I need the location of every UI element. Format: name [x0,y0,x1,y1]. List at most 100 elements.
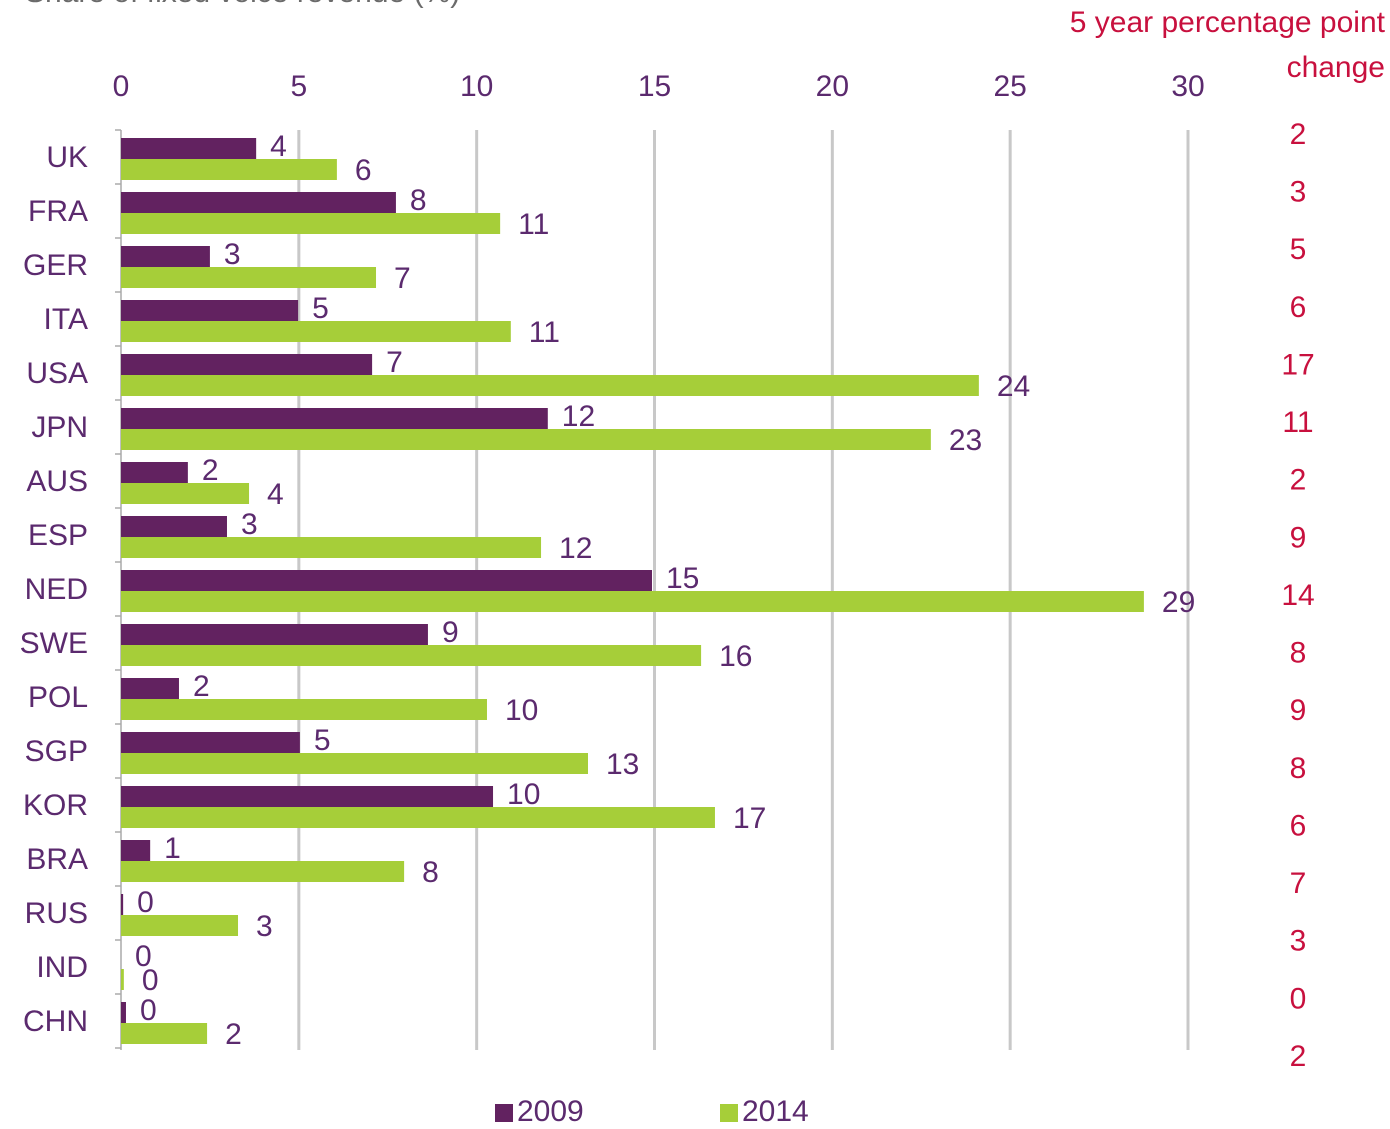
x-tick-label: 30 [1171,70,1204,103]
data-label: 2 [202,454,219,487]
bar [121,483,250,504]
bar [121,807,715,828]
bar [121,678,179,699]
change-value: 9 [1290,694,1307,727]
change-value: 8 [1290,637,1307,670]
data-label: 12 [562,400,595,433]
change-value: 6 [1290,809,1307,842]
data-label: 10 [507,778,540,811]
data-label: 10 [505,694,538,727]
change-value: 8 [1290,752,1307,785]
y-tick-label: RUS [25,897,88,930]
data-label: 3 [256,910,273,943]
data-label: 0 [140,994,157,1027]
data-label: 0 [137,886,154,919]
change-title: change [1287,51,1385,84]
bar [121,408,548,429]
change-value: 14 [1281,579,1314,612]
data-label: 4 [267,478,284,511]
y-tick-label: ESP [28,519,88,552]
change-value: 6 [1290,291,1307,324]
data-label: 1 [164,832,181,865]
data-label: 15 [666,562,699,595]
y-tick-label: GER [23,249,88,282]
bar [121,699,487,720]
change-value: 17 [1281,348,1314,381]
legend-label: 2014 [742,1095,809,1128]
change-value: 3 [1290,176,1307,209]
data-label: 11 [518,208,549,241]
y-tick-label: KOR [23,789,88,822]
bar [121,300,299,321]
data-label: 3 [224,238,241,271]
bar [121,246,210,267]
data-label: 2 [193,670,210,703]
bar [121,732,300,753]
bar [121,840,151,861]
bar [121,894,124,915]
legend-swatch [495,1104,513,1122]
change-value: 7 [1290,867,1307,900]
data-label: 4 [270,130,287,163]
data-label: 12 [559,532,592,565]
data-label: 8 [410,184,427,217]
y-tick-label: NED [25,573,88,606]
data-label: 6 [355,154,372,187]
legend-label: 2009 [517,1095,584,1128]
data-label: 13 [606,748,639,781]
bar [121,516,227,537]
change-value: 3 [1290,925,1307,958]
data-label: 7 [386,346,403,379]
y-tick-label: SWE [20,627,88,660]
data-label: 9 [442,616,459,649]
y-tick-label: FRA [28,195,88,228]
change-value: 0 [1290,982,1307,1015]
y-tick-label: JPN [31,411,88,444]
data-label: 11 [529,316,560,349]
x-tick-label: 20 [816,70,849,103]
data-label: 16 [719,640,752,673]
y-tick-label: SGP [25,735,88,768]
change-value: 2 [1290,118,1307,151]
x-tick-label: 0 [113,70,130,103]
x-tick-label: 10 [460,70,493,103]
data-label: 24 [997,370,1030,403]
bar [121,1023,208,1044]
bar [121,537,542,558]
bar [121,429,931,450]
x-tick-label: 25 [993,70,1026,103]
y-tick-label: ITA [44,303,88,336]
data-label: 0 [135,940,152,973]
bar [121,321,511,342]
data-label: 8 [422,856,439,889]
change-title: 5 year percentage point [1070,6,1386,39]
data-label: 5 [312,292,329,325]
bar [121,213,501,234]
change-value: 2 [1290,1040,1307,1073]
bar [121,159,337,180]
change-value: 2 [1290,464,1307,497]
bar [121,591,1144,612]
bar [121,375,979,396]
y-tick-label: AUS [26,465,88,498]
bar [121,753,588,774]
y-tick-label: IND [36,951,88,984]
chart-title: Share of fixed voice revenue (%) [25,0,460,9]
legend-swatch [720,1104,738,1122]
change-value: 5 [1290,233,1307,266]
y-tick-label: BRA [26,843,88,876]
data-label: 17 [733,802,766,835]
bar [121,267,377,288]
data-label: 23 [949,424,982,457]
data-label: 0 [142,964,159,997]
bar [121,861,405,882]
y-tick-label: USA [26,357,88,390]
bar [121,138,257,159]
bar [121,786,494,807]
bar [121,462,188,483]
bar [121,645,702,666]
y-tick-label: CHN [23,1005,88,1038]
data-label: 2 [225,1018,242,1051]
y-tick-label: POL [28,681,88,714]
